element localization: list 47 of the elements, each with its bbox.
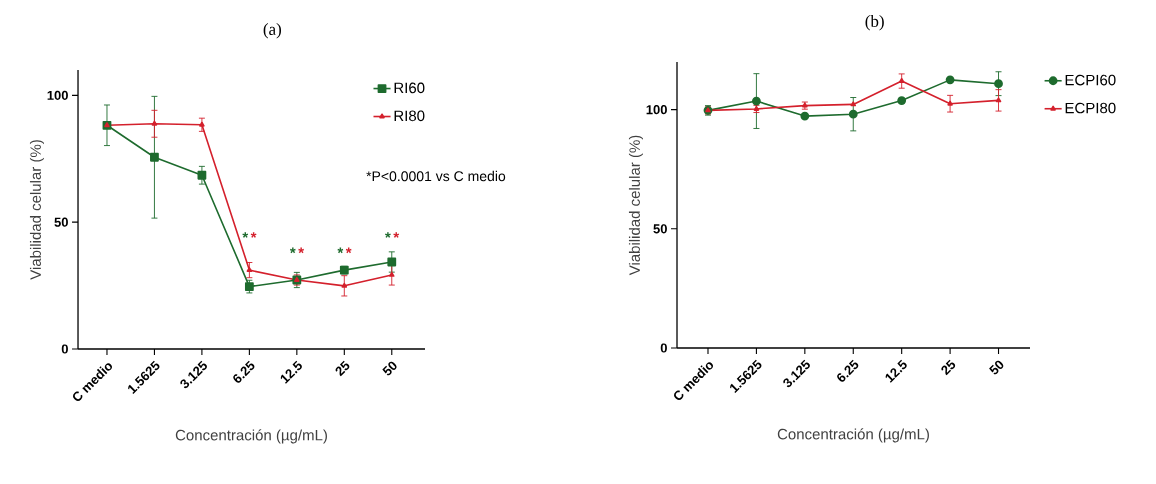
x-tick-label: 6.25: [837, 359, 859, 382]
x-tick-label: 6.25: [233, 360, 255, 383]
legend-label: ECPI80: [1065, 102, 1116, 114]
y-tick-label: 50: [653, 224, 667, 234]
annotation: *: [289, 247, 296, 254]
legend-label: ECPI60: [1065, 74, 1116, 86]
point: [850, 101, 857, 107]
y-axis-title: Viabilidad celular (%): [628, 135, 643, 276]
point: [150, 152, 159, 162]
x-tick-label: 50: [989, 360, 1004, 375]
point: [246, 267, 253, 273]
x-tick-label: 25: [335, 360, 350, 377]
annotation: *: [250, 232, 257, 238]
point: [197, 170, 207, 180]
x-tick-label: 50: [382, 361, 397, 376]
point: [995, 97, 1002, 103]
legend-label: RI60: [394, 82, 425, 94]
y-tick-label: 50: [54, 217, 68, 227]
point: [387, 257, 397, 267]
x-axis-title: Concentración (µg/mL): [175, 429, 327, 444]
point: [151, 120, 158, 126]
chart-title: (b): [865, 15, 884, 31]
annotation: *: [242, 232, 249, 238]
point: [752, 96, 761, 106]
annotation: *: [385, 232, 391, 238]
annotation: *P<0.0001 vs C medio: [366, 170, 506, 182]
annotation: *: [345, 247, 352, 254]
y-tick-label: 100: [646, 105, 667, 115]
point: [848, 109, 858, 119]
point: [388, 271, 395, 277]
chart-title: (a): [263, 23, 282, 39]
x-axis-title: Concentración (µg/mL): [777, 428, 929, 443]
point: [994, 79, 1003, 89]
point: [898, 77, 905, 84]
y-tick-label: 0: [660, 343, 667, 353]
y-axis-title: Viabilidad celular (%): [29, 140, 44, 280]
point: [947, 100, 953, 106]
annotation: *: [393, 232, 400, 238]
y-tick-label: 0: [61, 344, 68, 354]
point: [341, 282, 348, 288]
point: [199, 121, 205, 127]
y-tick-label: 100: [47, 90, 68, 100]
legend-label: RI80: [394, 110, 425, 122]
x-tick-label: 25: [941, 359, 956, 376]
annotation: *: [337, 247, 344, 254]
annotation: *: [298, 247, 305, 254]
point: [244, 282, 254, 291]
